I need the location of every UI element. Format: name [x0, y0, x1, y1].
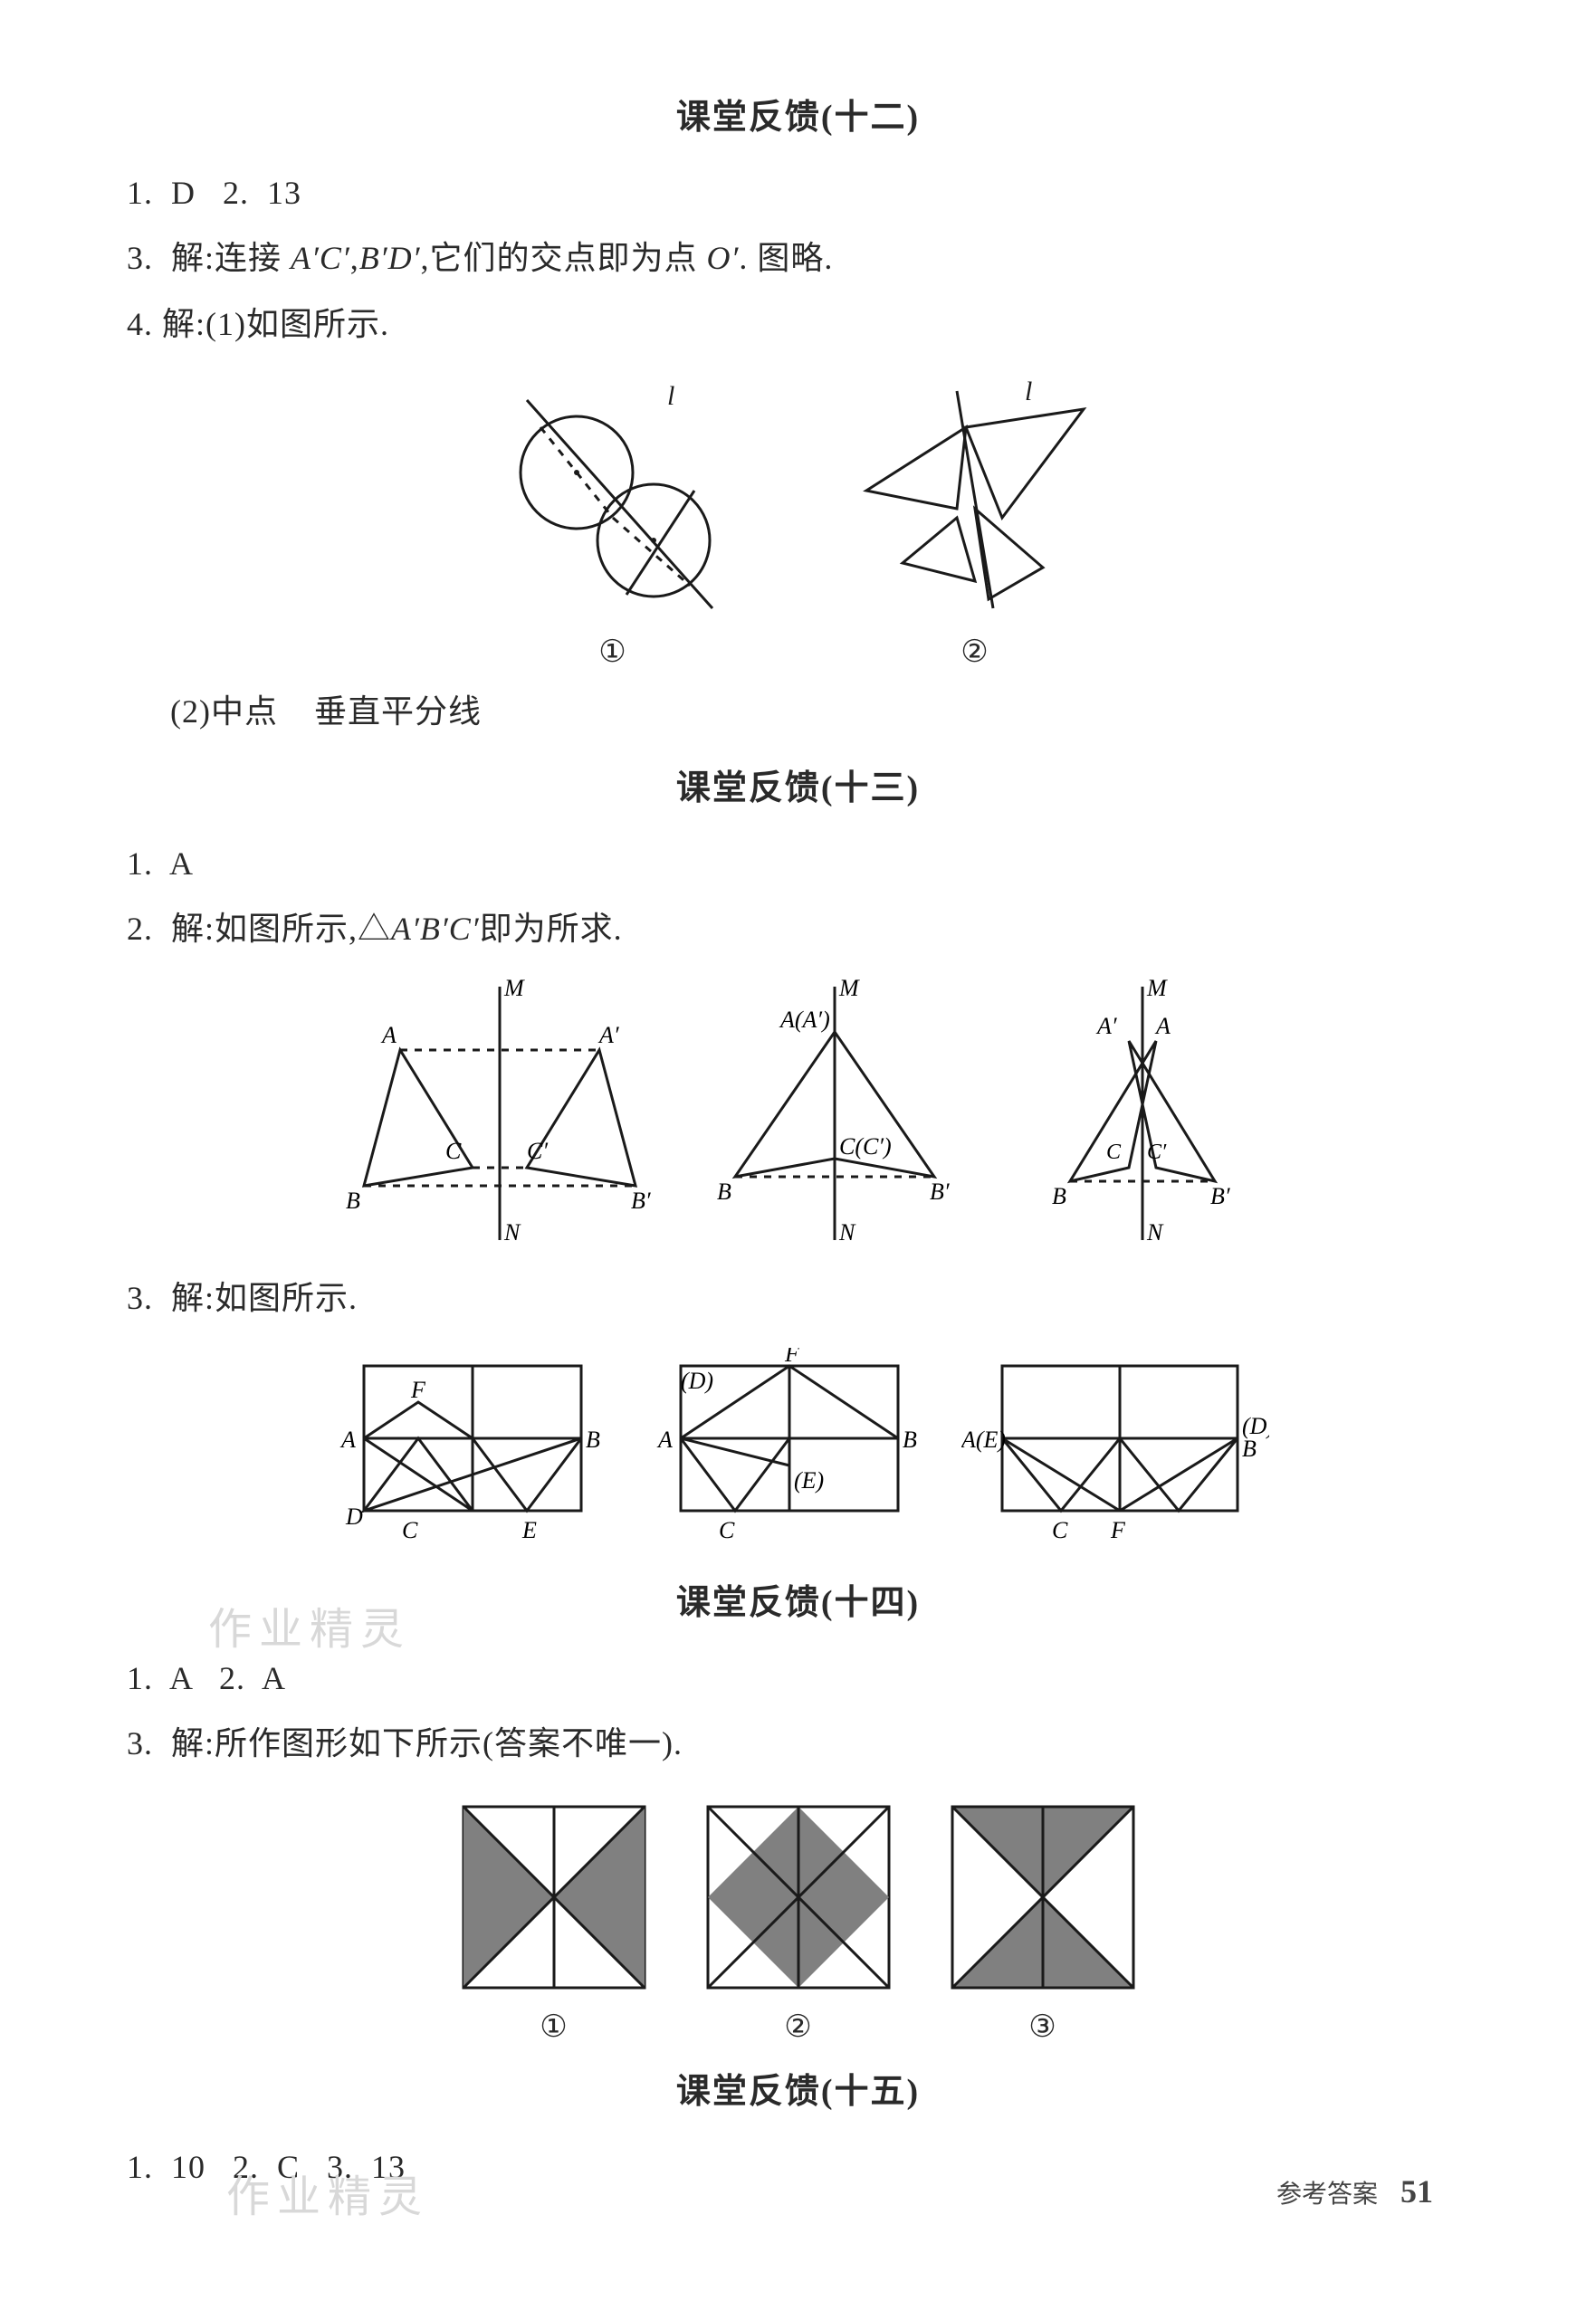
s12-q1-ans: D [171, 175, 196, 211]
s13-q3-svg1: A B C D E F [328, 1348, 608, 1556]
s12-fig2-col: l ② [830, 373, 1120, 670]
s12-q4-2: (2)中点 垂直平分线 [127, 681, 1469, 742]
s12-fig-row: l ① l ② [127, 373, 1469, 670]
svg-text:F: F [410, 1377, 426, 1403]
svg-text:A: A [339, 1427, 356, 1453]
page: 课堂反馈(十二) 1. D 2. 13 3. 解:连接 A′C′,B′D′,它们… [0, 0, 1596, 2310]
svg-text:C′: C′ [1147, 1141, 1167, 1164]
svg-text:A(E): A(E) [961, 1427, 1006, 1453]
s14-fig1-col: ① [450, 1793, 658, 2045]
svg-text:B′: B′ [631, 1188, 651, 1214]
section-15-title: 课堂反馈(十五) [127, 2063, 1469, 2113]
s14-f3-cap: ③ [1028, 2009, 1056, 2045]
s12-line3: 3. 解:连接 A′C′,B′D′,它们的交点即为点 O′. 图略. [127, 227, 1469, 289]
s12-line1: 1. D 2. 13 [127, 162, 1469, 224]
s12-fig1-col: l ① [477, 373, 749, 670]
svg-text:C′: C′ [527, 1138, 548, 1164]
s14-fig2-col: ② [694, 1793, 903, 2045]
s14-f1-cap: ① [540, 2009, 567, 2045]
s13-q2-figs: M N A A′ B B′ C C′ M N A(A′) B B′ C(C′) [127, 978, 1469, 1249]
svg-text:F: F [1110, 1517, 1126, 1543]
svg-text:B′: B′ [1210, 1183, 1230, 1209]
s13-q3-svg3: A(E) (D) B C F [961, 1348, 1269, 1556]
svg-text:B′: B′ [930, 1179, 950, 1205]
svg-text:l: l [667, 381, 674, 411]
s13-q3-ans: 解:如图所示. [171, 1280, 358, 1316]
svg-text:A: A [1154, 1013, 1171, 1039]
s13-q2-svg3: M N A′ A B B′ C C′ [1016, 978, 1269, 1249]
svg-text:C: C [445, 1138, 462, 1164]
svg-text:A(A′): A(A′) [779, 1007, 830, 1033]
svg-text:M: M [1146, 978, 1168, 1001]
s13-q2-svg2: M N A(A′) B B′ C(C′) [690, 978, 980, 1249]
svg-text:M: M [838, 978, 860, 1001]
s12-fig1-cap: ① [598, 634, 626, 670]
s15-q3: 13 [371, 2149, 406, 2185]
s12-fig1-svg: l [477, 373, 749, 626]
svg-text:l: l [1025, 377, 1032, 406]
footer-label: 参考答案 [1276, 2181, 1378, 2209]
svg-text:D: D [345, 1503, 363, 1530]
s14-line1: 1. A 2. A [127, 1647, 1469, 1709]
svg-text:B: B [717, 1179, 731, 1205]
svg-text:C: C [1106, 1141, 1122, 1164]
svg-text:M: M [503, 978, 525, 1001]
svg-text:C(C′): C(C′) [839, 1133, 892, 1160]
s12-fig2-svg: l [830, 373, 1120, 626]
s12-q4-2b: 垂直平分线 [314, 693, 482, 730]
svg-text:B: B [1052, 1183, 1066, 1209]
s14-figs: ① ② [127, 1793, 1469, 2045]
svg-text:C: C [719, 1517, 735, 1543]
s13-q3-svg2: A B C (D) F (E) [645, 1348, 925, 1556]
svg-text:(D): (D) [681, 1368, 713, 1394]
section-14-title: 课堂反馈(十四) [127, 1574, 1469, 1624]
s13-q2-svg1: M N A A′ B B′ C C′ [328, 978, 654, 1249]
svg-text:A: A [656, 1427, 673, 1453]
s12-line4: 4. 解:(1)如图所示. [127, 293, 1469, 355]
s15-q2: C [277, 2149, 300, 2185]
svg-text:E: E [521, 1517, 537, 1543]
s12-q2-ans: 13 [267, 175, 301, 211]
svg-text:C: C [1052, 1517, 1068, 1543]
s13-q3-figs: A B C D E F A B C (D) F (E) [127, 1348, 1469, 1556]
s14-fig2-svg [694, 1793, 903, 2001]
section-13-title: 课堂反馈(十三) [127, 759, 1469, 809]
s12-fig2-cap: ② [960, 634, 988, 670]
page-number: 51 [1400, 2173, 1433, 2210]
s14-fig1-svg [450, 1793, 658, 2001]
s13-q3: 3. 解:如图所示. [127, 1267, 1469, 1329]
svg-text:N: N [503, 1219, 521, 1246]
s14-fig3-col: ③ [939, 1793, 1147, 2045]
footer: 参考答案 51 [1276, 2172, 1433, 2210]
s14-q3-ans: 解:所作图形如下所示(答案不唯一). [171, 1725, 683, 1761]
svg-text:A′: A′ [1095, 1013, 1117, 1039]
svg-text:A: A [380, 1022, 397, 1048]
s14-f2-cap: ② [784, 2009, 811, 2045]
svg-text:(E): (E) [794, 1467, 824, 1494]
svg-text:B: B [903, 1427, 917, 1453]
svg-text:N: N [838, 1219, 856, 1246]
s14-fig3-svg [939, 1793, 1147, 2001]
s15-line1: 1. 10 2. C 3. 13 [127, 2136, 1469, 2198]
svg-text:N: N [1146, 1219, 1164, 1246]
s14-q2-ans: A [262, 1660, 286, 1696]
s13-q1: 1. A [127, 833, 1469, 894]
svg-text:A′: A′ [597, 1022, 619, 1048]
s13-q2: 2. 解:如图所示,△A′B′C′即为所求. [127, 898, 1469, 959]
svg-text:B: B [346, 1188, 360, 1214]
s15-q1: 10 [171, 2149, 205, 2185]
svg-text:C: C [402, 1517, 418, 1543]
s12-q4-2a: (2)中点 [170, 693, 278, 730]
svg-text:F: F [784, 1348, 800, 1367]
s14-q1-ans: A [169, 1660, 192, 1696]
svg-text:B: B [1242, 1436, 1257, 1462]
s14-q3: 3. 解:所作图形如下所示(答案不唯一). [127, 1713, 1469, 1774]
svg-text:B: B [586, 1427, 600, 1453]
section-12-title: 课堂反馈(十二) [127, 89, 1469, 138]
s13-q1-ans: A [169, 845, 194, 882]
